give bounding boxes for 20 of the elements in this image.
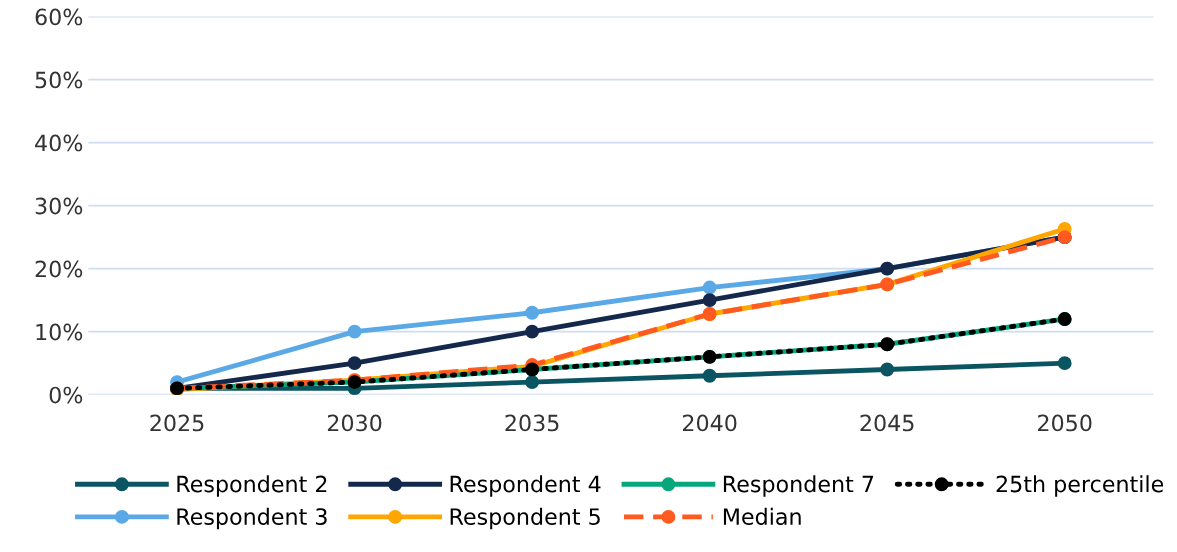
legend-label: Respondent 2 [177,475,327,497]
x-tick-label: 2030 [327,414,382,432]
y-tick-label: 0% [49,386,83,404]
legend-label: Median [723,507,801,525]
y-tick-label: 40% [35,134,83,152]
legend-label: 25th percentile [996,475,1164,497]
x-tick-label: 2050 [1038,414,1092,432]
legend-label: Respondent 5 [450,507,600,530]
y-tick-label: 60% [35,8,83,26]
y-tick-label: 50% [35,71,83,89]
x-tick-label: 2045 [860,414,914,432]
legend-label: Respondent 7 [723,475,874,497]
x-tick-label: 2025 [150,414,204,432]
x-tick-label: 2035 [505,414,559,432]
legend-label: Respondent 4 [450,475,601,497]
x-tick-label: 2040 [682,414,737,432]
y-tick-label: 20% [35,260,83,278]
legend-label: Respondent 3 [177,507,327,530]
y-tick-label: 30% [35,197,83,215]
y-tick-label: 10% [36,323,83,341]
